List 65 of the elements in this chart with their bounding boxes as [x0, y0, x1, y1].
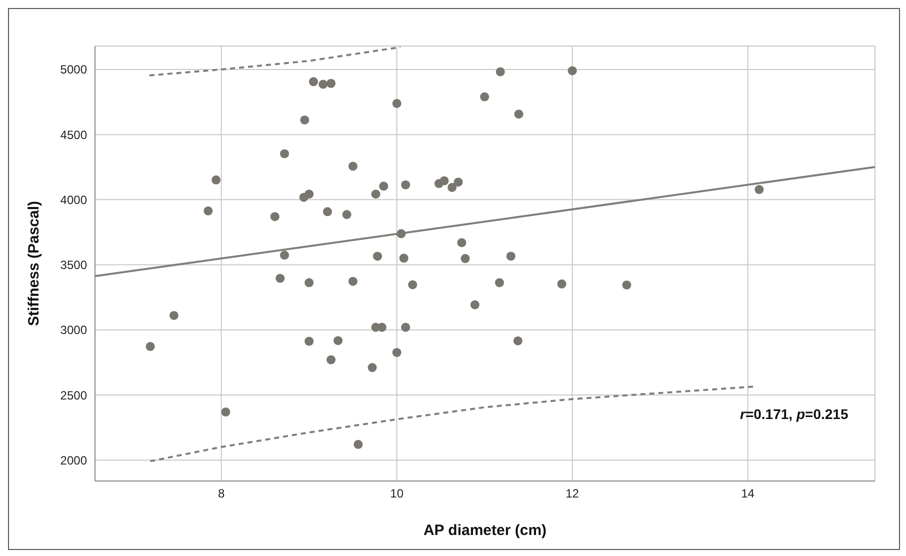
point [568, 66, 577, 76]
line-series [148, 46, 402, 76]
y-tick-label: 2000 [60, 453, 88, 468]
point [448, 182, 457, 192]
point [457, 238, 466, 248]
point [221, 407, 230, 416]
point [440, 176, 449, 186]
point [146, 342, 155, 351]
point [368, 363, 377, 372]
point [326, 355, 336, 364]
point [326, 78, 336, 88]
point [304, 336, 314, 346]
point [276, 274, 285, 283]
point [304, 278, 314, 288]
point [379, 182, 388, 191]
y-tick-label: 5000 [60, 62, 88, 77]
point [401, 180, 410, 190]
point [318, 80, 328, 89]
y-tick-label: 4000 [60, 192, 88, 207]
point [401, 322, 410, 332]
x-tick-label: 8 [218, 486, 225, 501]
point [304, 190, 314, 199]
y-tick-label: 4500 [60, 128, 88, 142]
point [373, 252, 382, 261]
point [308, 77, 318, 86]
point [300, 115, 310, 124]
point [514, 110, 524, 119]
point [557, 279, 566, 288]
x-tick-label: 10 [390, 486, 404, 501]
point [354, 440, 363, 449]
annotation: r=0.171, p=0.215 [740, 406, 848, 422]
point [494, 278, 504, 288]
point [342, 210, 352, 220]
y-tick-label: 3500 [60, 258, 88, 272]
point [280, 149, 290, 158]
point [622, 280, 632, 290]
x-axis-title: AP diameter (cm) [423, 522, 547, 539]
point [408, 280, 418, 290]
point [280, 250, 290, 260]
point [270, 212, 280, 222]
point [371, 190, 380, 199]
point [480, 92, 490, 102]
x-tick-label: 14 [741, 486, 755, 501]
point [212, 175, 221, 184]
y-axis-title: Stiffness (Pascal) [25, 200, 42, 326]
point [392, 98, 402, 108]
point [460, 254, 470, 264]
point [348, 162, 358, 171]
x-tick-label: 12 [566, 486, 580, 501]
y-tick-label: 2500 [60, 388, 88, 402]
point [506, 252, 516, 261]
point [348, 276, 358, 286]
point [322, 207, 332, 216]
point [754, 185, 764, 194]
y-tick-label: 3000 [60, 323, 88, 338]
point [392, 348, 402, 357]
point [399, 254, 408, 263]
point [470, 300, 480, 310]
point [496, 67, 505, 76]
point [204, 206, 213, 216]
point [334, 336, 343, 346]
point [169, 310, 178, 320]
point [454, 178, 463, 187]
point [513, 336, 522, 346]
point [396, 229, 406, 238]
